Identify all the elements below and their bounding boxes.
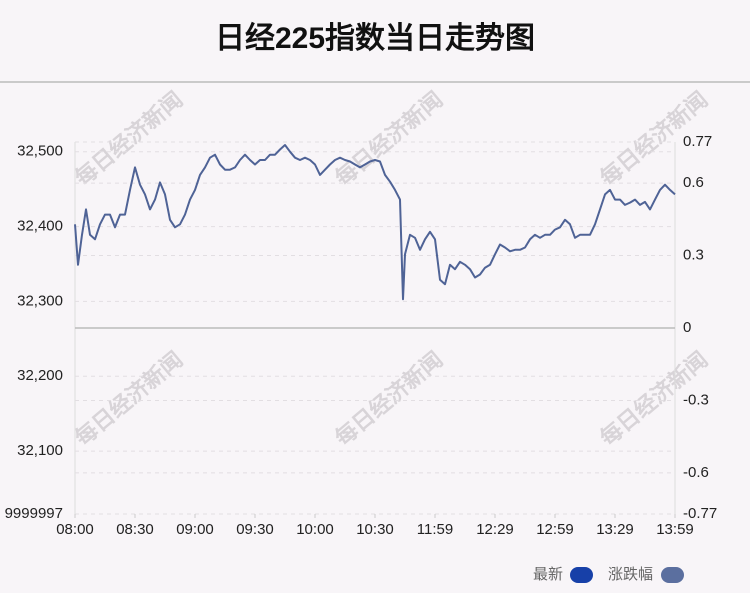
- y2-tick-label: -0.77: [683, 505, 717, 522]
- y-tick-label: 32,300: [17, 292, 63, 309]
- x-tick-label: 13:59: [656, 521, 694, 538]
- chart-title: 日经225指数当日走势图: [215, 21, 535, 55]
- legend-swatch: [661, 567, 684, 583]
- x-tick-label: 09:00: [176, 521, 214, 538]
- price-line: [74, 144, 676, 301]
- y-tick-label: 9999997: [5, 505, 63, 522]
- y2-tick-label: 0.3: [683, 247, 704, 264]
- x-tick-label: 10:00: [296, 521, 334, 538]
- x-tick-label: 11:59: [417, 521, 453, 538]
- x-tick-label: 12:29: [476, 521, 514, 538]
- legend-label: 最新: [533, 566, 563, 583]
- legend-swatch: [570, 567, 593, 583]
- y-tick-label: 32,100: [17, 442, 63, 459]
- y-tick-label: 32,500: [17, 143, 63, 160]
- y-tick-label: 32,400: [17, 218, 63, 235]
- x-tick-label: 12:59: [536, 521, 574, 538]
- x-tick-label: 08:30: [116, 521, 154, 538]
- y2-tick-label: -0.3: [683, 391, 709, 408]
- x-tick-label: 08:00: [56, 521, 94, 538]
- x-tick-label: 10:30: [356, 521, 394, 538]
- legend-label: 涨跌幅: [608, 566, 653, 583]
- x-tick-label: 09:30: [236, 521, 274, 538]
- y-tick-label: 32,200: [17, 367, 63, 384]
- x-tick-label: 13:29: [596, 521, 634, 538]
- y2-tick-label: 0.6: [683, 174, 704, 191]
- y2-tick-label: 0: [683, 319, 691, 336]
- y2-tick-label: -0.6: [683, 464, 709, 481]
- y2-tick-label: 0.77: [683, 133, 712, 150]
